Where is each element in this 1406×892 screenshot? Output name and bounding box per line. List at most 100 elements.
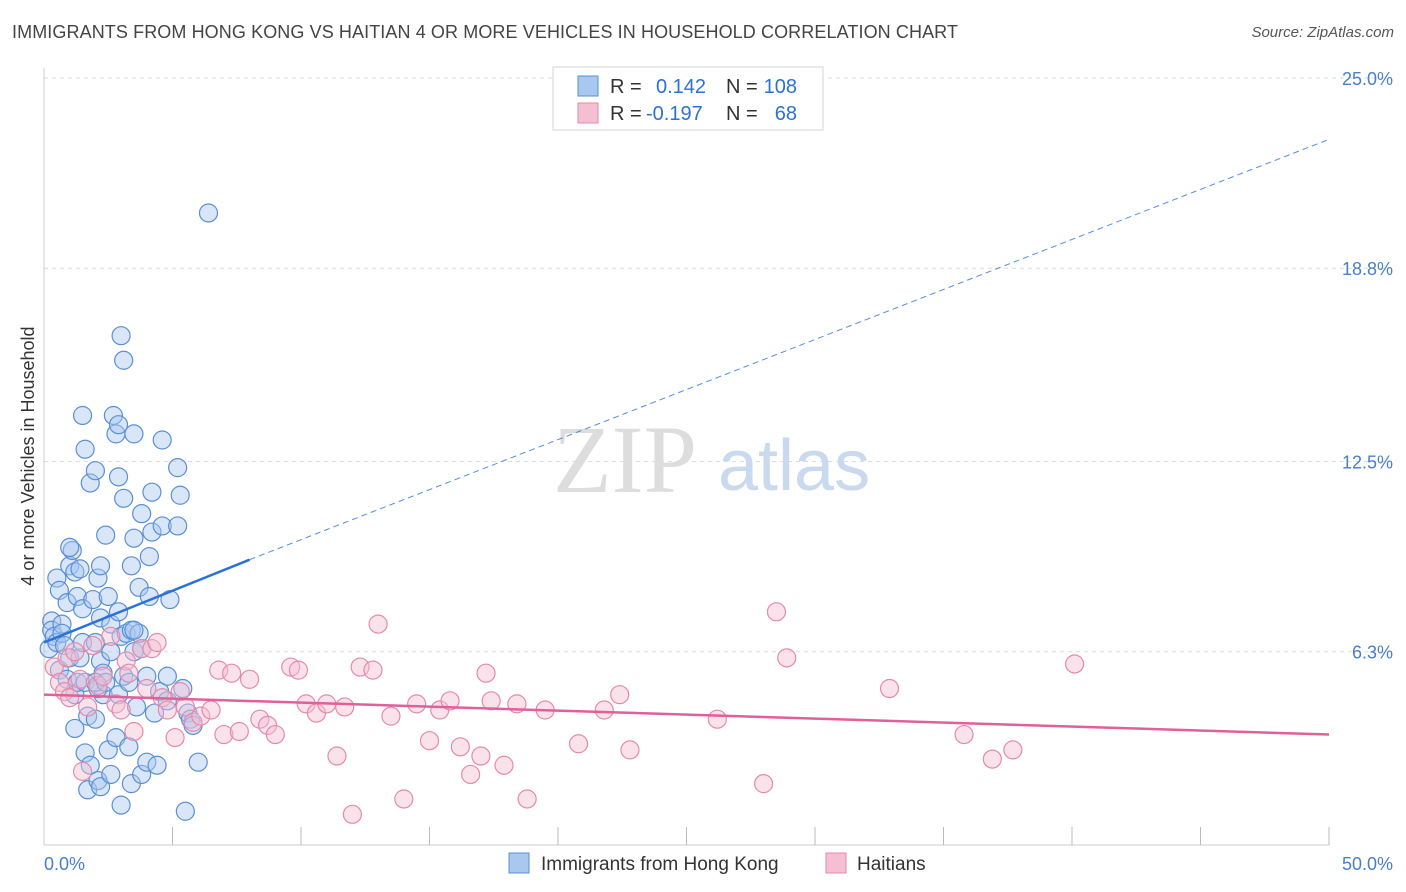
hong-kong-point-34 bbox=[83, 589, 103, 610]
haitian-point-52 bbox=[419, 731, 440, 751]
legend-r-label-1: R = bbox=[610, 76, 642, 98]
x-tick-labels: 0.0% 50.0% bbox=[44, 854, 1393, 874]
haitian-point-38 bbox=[281, 657, 301, 677]
haitian-point-15 bbox=[116, 651, 136, 671]
haitian-point-9 bbox=[83, 635, 103, 656]
hong-kong-point-88 bbox=[147, 755, 167, 775]
series-haitians-points bbox=[44, 602, 1085, 824]
x-axis-ticks bbox=[43, 827, 1330, 845]
haitian-point-34 bbox=[240, 669, 260, 689]
hong-kong-point-80 bbox=[132, 764, 152, 785]
hong-kong-point-36 bbox=[85, 461, 106, 481]
y-axis-label: 4 or more Vehicles in Household bbox=[18, 326, 38, 585]
haitian-point-54 bbox=[440, 691, 460, 711]
hong-kong-point-25 bbox=[72, 405, 93, 426]
series-hong-kong-points bbox=[39, 203, 219, 821]
haitian-point-10 bbox=[88, 675, 108, 696]
haitian-point-47 bbox=[363, 660, 383, 680]
haitian-point-73 bbox=[954, 724, 974, 745]
haitian-trend-line bbox=[43, 693, 1330, 736]
hong-kong-point-16 bbox=[60, 537, 80, 558]
x-axis bbox=[43, 827, 1330, 846]
hong-kong-point-65 bbox=[111, 326, 131, 346]
legend-r-value-1: 0.142 bbox=[656, 76, 706, 98]
y-tick-labels: 6.3% 12.5% 18.8% 25.0% bbox=[1342, 69, 1393, 663]
watermark-zip: ZIP bbox=[553, 406, 697, 513]
hong-kong-point-103 bbox=[188, 752, 208, 772]
hong-kong-point-97 bbox=[170, 485, 190, 505]
haitian-point-17 bbox=[124, 721, 144, 742]
y-tick-label-1: 12.5% bbox=[1342, 453, 1393, 473]
hong-kong-point-45 bbox=[85, 709, 106, 729]
bottom-legend-swatch-blue bbox=[508, 852, 530, 874]
haitian-point-62 bbox=[517, 789, 537, 809]
haitian-point-12 bbox=[101, 626, 121, 646]
haitian-point-8 bbox=[78, 697, 98, 717]
hong-kong-point-26 bbox=[75, 439, 95, 459]
haitian-point-3 bbox=[57, 648, 77, 668]
hong-kong-point-73 bbox=[124, 528, 144, 548]
hong-kong-point-64 bbox=[114, 488, 134, 508]
haitian-point-74 bbox=[982, 749, 1002, 769]
haitian-point-44 bbox=[335, 697, 355, 717]
haitian-point-71 bbox=[777, 648, 797, 668]
chart-title: IMMIGRANTS FROM HONG KONG VS HAITIAN 4 O… bbox=[12, 22, 959, 42]
haitian-point-35 bbox=[250, 709, 270, 729]
hong-kong-point-69 bbox=[119, 737, 139, 757]
haitian-point-66 bbox=[610, 685, 630, 705]
hong-kong-point-74 bbox=[124, 424, 144, 444]
haitian-point-6 bbox=[70, 669, 90, 689]
hong-kong-point-30 bbox=[75, 743, 95, 763]
legend-r-value-2: -0.197 bbox=[646, 103, 703, 125]
hong-kong-point-83 bbox=[139, 547, 159, 567]
hong-kong-point-38 bbox=[90, 556, 111, 576]
haitian-point-75 bbox=[1003, 740, 1023, 760]
haitian-point-64 bbox=[568, 734, 589, 754]
haitian-point-49 bbox=[381, 706, 401, 726]
x-tick-label-1: 50.0% bbox=[1342, 854, 1393, 874]
haitian-point-27 bbox=[183, 712, 203, 732]
y-tick-label-0: 6.3% bbox=[1352, 643, 1393, 663]
haitian-point-23 bbox=[157, 700, 177, 720]
haitian-point-55 bbox=[450, 737, 470, 757]
haitian-point-56 bbox=[461, 764, 481, 785]
legend-swatch-blue bbox=[577, 75, 599, 97]
hong-kong-point-17 bbox=[65, 562, 85, 582]
hong-kong-point-75 bbox=[126, 697, 147, 717]
hong-kong-point-79 bbox=[132, 504, 152, 524]
haitian-point-68 bbox=[707, 709, 727, 729]
haitian-point-60 bbox=[494, 755, 514, 775]
hong-kong-point-95 bbox=[168, 516, 188, 536]
haitian-point-13 bbox=[106, 694, 126, 714]
hong-kong-point-47 bbox=[90, 777, 111, 797]
hong-kong-point-52 bbox=[98, 740, 118, 760]
hong-kong-point-20 bbox=[65, 718, 85, 739]
hong-kong-point-49 bbox=[98, 586, 118, 607]
legend-n-label-2: N = bbox=[726, 103, 758, 125]
haitian-point-57 bbox=[471, 746, 491, 766]
chart-source: Source: ZipAtlas.com bbox=[1251, 24, 1394, 41]
haitian-point-24 bbox=[165, 728, 185, 748]
haitian-point-70 bbox=[766, 602, 787, 622]
hong-kong-point-56 bbox=[108, 415, 129, 435]
haitian-point-31 bbox=[214, 724, 234, 745]
hong-kong-point-51 bbox=[101, 642, 121, 662]
haitian-point-43 bbox=[327, 746, 347, 766]
haitian-point-67 bbox=[620, 740, 640, 760]
hong-kong-point-90 bbox=[152, 516, 172, 536]
haitian-point-50 bbox=[394, 789, 414, 809]
legend-r-label-2: R = bbox=[610, 103, 642, 125]
hong-kong-point-92 bbox=[157, 666, 177, 686]
haitian-point-5 bbox=[65, 642, 85, 662]
haitian-point-51 bbox=[407, 694, 427, 714]
haitian-point-76 bbox=[1064, 654, 1085, 674]
hong-kong-point-57 bbox=[108, 467, 129, 487]
haitian-point-39 bbox=[288, 660, 309, 680]
hong-kong-point-44 bbox=[85, 672, 106, 692]
legend-n-value-2: 68 bbox=[775, 103, 797, 125]
watermark-atlas: atlas bbox=[718, 426, 870, 506]
bottom-legend-swatch-pink bbox=[825, 852, 847, 874]
hong-kong-point-54 bbox=[103, 405, 123, 426]
legend-swatch-pink bbox=[577, 102, 599, 124]
